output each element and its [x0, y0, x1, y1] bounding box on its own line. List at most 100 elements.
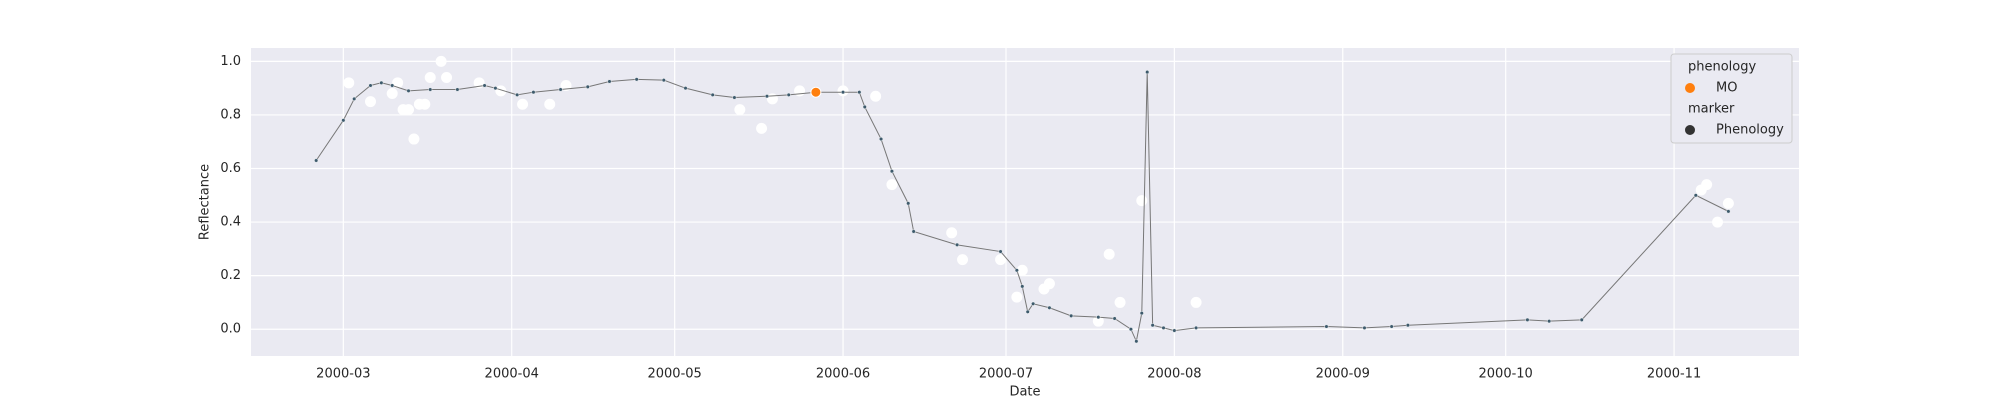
data-point — [957, 254, 969, 266]
line-marker — [607, 79, 612, 84]
legend-marker — [1685, 125, 1695, 135]
y-tick-label: 0.8 — [220, 107, 241, 122]
line-marker — [1112, 316, 1117, 321]
line-marker — [1128, 327, 1133, 332]
data-point — [995, 254, 1007, 266]
data-point — [946, 227, 958, 239]
data-point — [473, 77, 485, 89]
line-marker — [998, 249, 1003, 254]
data-point — [343, 77, 355, 89]
data-point — [1103, 248, 1115, 260]
data-point — [403, 104, 415, 116]
line-marker — [1139, 311, 1144, 316]
data-point — [810, 86, 822, 98]
line-marker — [1025, 309, 1030, 314]
plot-background — [251, 48, 1799, 356]
data-point — [1190, 296, 1202, 308]
data-point — [435, 55, 447, 67]
x-axis-label: Date — [1009, 385, 1040, 400]
data-point — [364, 96, 376, 108]
line-marker — [889, 169, 894, 174]
line-marker — [1194, 325, 1199, 330]
data-point — [1011, 291, 1023, 303]
line-marker — [1047, 305, 1052, 310]
line-marker — [368, 83, 373, 88]
line-marker — [493, 86, 498, 91]
line-marker — [1096, 315, 1101, 320]
line-marker — [911, 229, 916, 234]
x-tick-label: 2000-04 — [485, 367, 539, 382]
data-point — [1043, 278, 1055, 290]
line-marker — [531, 90, 536, 95]
line-marker — [1362, 325, 1367, 330]
line-marker — [1150, 323, 1155, 328]
legend-box — [1670, 53, 1793, 144]
data-point — [441, 71, 453, 83]
line-marker — [841, 90, 846, 95]
line-marker — [1726, 209, 1731, 214]
line-marker — [406, 88, 411, 93]
line-marker — [1324, 324, 1329, 329]
x-tick-label: 2000-07 — [979, 367, 1033, 382]
data-point — [424, 71, 436, 83]
line-marker — [455, 87, 460, 92]
line-marker — [428, 87, 433, 92]
legend-label: MO — [1716, 81, 1737, 96]
data-point — [1712, 216, 1724, 228]
x-tick-label: 2000-11 — [1647, 367, 1701, 382]
line-marker — [558, 87, 563, 92]
line-marker — [1031, 301, 1036, 306]
line-marker — [1134, 339, 1139, 344]
line-marker — [1389, 324, 1394, 329]
x-tick-label: 2000-03 — [316, 367, 370, 382]
line-marker — [1014, 268, 1019, 273]
data-point — [1114, 296, 1126, 308]
data-point — [734, 104, 746, 116]
line-marker — [765, 94, 770, 99]
line-marker — [1069, 313, 1074, 318]
data-point — [1701, 179, 1713, 191]
data-point — [560, 79, 572, 91]
line-marker — [1525, 317, 1530, 322]
data-point — [419, 98, 431, 110]
x-tick-label: 2000-06 — [816, 367, 870, 382]
y-axis-label: Reflectance — [198, 164, 213, 240]
y-tick-label: 1.0 — [220, 54, 241, 69]
line-marker — [341, 118, 346, 123]
line-marker — [585, 84, 590, 89]
x-tick-label: 2000-05 — [647, 367, 701, 382]
line-marker — [352, 96, 357, 101]
line — [315, 72, 1729, 343]
legend-marker — [1685, 83, 1695, 93]
line-marker — [1145, 70, 1150, 75]
line-marker — [857, 90, 862, 95]
legend-title: phenology — [1688, 60, 1756, 75]
line-marker — [1693, 193, 1698, 198]
line-marker — [634, 77, 639, 82]
line-marker — [1020, 284, 1025, 289]
legend-title: marker — [1688, 102, 1735, 117]
line-marker — [379, 80, 384, 85]
line-marker — [1579, 317, 1584, 322]
line-marker — [1172, 328, 1177, 333]
line-marker — [732, 95, 737, 100]
data-point — [1136, 195, 1148, 207]
legend-label: Phenology — [1716, 123, 1784, 138]
line-marker — [906, 201, 911, 206]
line-marker — [710, 92, 715, 97]
data-point — [756, 122, 768, 134]
line-marker — [955, 242, 960, 247]
line-marker — [661, 78, 666, 83]
line-marker — [786, 92, 791, 97]
line-marker — [314, 158, 319, 163]
data-point — [495, 85, 507, 97]
y-tick-label: 0.0 — [220, 322, 241, 337]
line-marker — [1547, 319, 1552, 324]
y-tick-label: 0.6 — [220, 161, 241, 176]
data-point — [886, 179, 898, 191]
line-marker — [862, 104, 867, 109]
line-marker — [1405, 323, 1410, 328]
line-marker — [683, 86, 688, 91]
line-marker — [515, 92, 520, 97]
